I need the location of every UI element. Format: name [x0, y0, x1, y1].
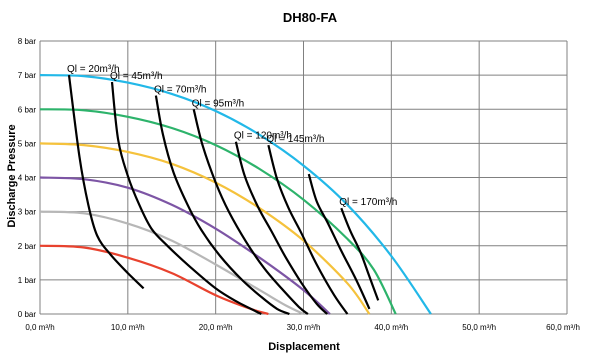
iso-flow-label: Ql = 95m³/h: [192, 98, 245, 109]
series-line: [39, 210, 304, 315]
y-axis-title: Discharge Pressure: [6, 124, 18, 227]
y-tick-label: 5 bar: [18, 139, 37, 148]
chart-title: DH80-FA: [283, 10, 338, 25]
iso-flow-lines: [67, 74, 380, 316]
iso-flow-line: [110, 81, 262, 315]
iso-flow-label: Ql = 145m³/h: [266, 134, 324, 145]
series-line: [39, 74, 432, 315]
x-tick-label: 40,0 m³/h: [374, 323, 408, 332]
x-tick-label: 50,0 m³/h: [462, 323, 496, 332]
iso-flow-label: Ql = 20m³/h: [67, 64, 120, 75]
iso-flow-label: Ql = 70m³/h: [154, 85, 207, 96]
x-tick-label: 60,0 m³/h: [546, 323, 580, 332]
y-tick-label: 0 bar: [18, 310, 37, 319]
iso-flow-label: Ql = 170m³/h: [339, 197, 397, 208]
iso-flow-label: Ql = 45m³/h: [110, 71, 163, 82]
y-tick-label: 4 bar: [18, 174, 37, 183]
y-tick-label: 7 bar: [18, 71, 37, 80]
series-line: [39, 142, 371, 315]
iso-flow-line: [267, 144, 349, 315]
iso-flow-line: [340, 207, 380, 301]
grid: [39, 40, 568, 315]
y-tick-labels: 0 bar 1 bar 2 bar 3 bar 4 bar 5 bar 6 bar 7 bar…: [18, 37, 37, 319]
iso-flow-line: [192, 109, 309, 315]
x-axis-title: Displacement: [268, 341, 340, 353]
x-tick-label: 0,0 m³/h: [25, 323, 54, 332]
x-tick-labels: 0,0 m³/h 10,0 m³/h 20,0 m³/h 30,0 m³/h 40,0 …: [25, 323, 580, 332]
x-tick-label: 10,0 m³/h: [111, 323, 145, 332]
y-tick-label: 1 bar: [18, 276, 37, 285]
iso-flow-label: Ql = 120m³/h: [234, 131, 292, 142]
iso-flow-line: [307, 173, 371, 310]
performance-curves: [39, 74, 432, 316]
x-tick-label: 30,0 m³/h: [287, 323, 321, 332]
y-tick-label: 6 bar: [18, 105, 37, 114]
iso-flow-line: [67, 74, 145, 290]
iso-flow-line: [154, 95, 290, 316]
x-tick-label: 20,0 m³/h: [199, 323, 233, 332]
annotations: Ql = 20m³/hQl = 45m³/h Ql = 70m³/h Ql = 95…: [67, 64, 397, 208]
iso-flow-line: [234, 141, 328, 315]
y-tick-label: 3 bar: [18, 208, 37, 217]
y-tick-label: 8 bar: [18, 37, 37, 46]
y-tick-label: 2 bar: [18, 242, 37, 251]
